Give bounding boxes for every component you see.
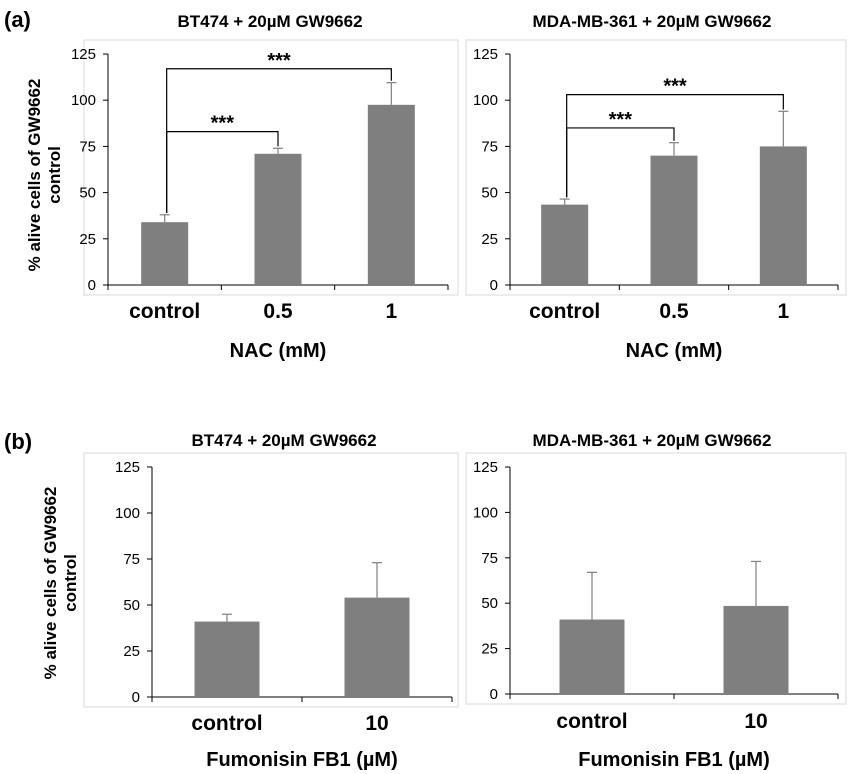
bar [367,104,415,285]
y-tick-label: 125 [71,46,96,63]
y-tick-label: 25 [481,231,498,248]
y-tick-label: 50 [481,595,498,612]
x-category-label: control [529,300,600,323]
bar [344,597,410,697]
y-tick-label: 100 [115,505,140,522]
y-tick-label: 125 [473,46,498,63]
x-category-label: control [556,710,627,733]
y-tick-label: 75 [123,551,140,568]
y-tick-label: 100 [71,92,96,109]
y-axis-label-b: % alive cells of GW9662 control [41,487,80,680]
chart-frame [465,39,847,296]
y-tick-label: 125 [473,459,498,476]
y-axis-label-b-line1: % alive cells of GW9662 [41,487,60,680]
y-tick-label: 25 [481,641,498,658]
y-tick-label: 25 [123,643,140,660]
chart-title: BT474 + 20µM GW9662 [191,431,376,450]
x-category-label: 10 [744,710,767,733]
significance-bracket [166,68,392,213]
x-category-label: control [129,300,200,323]
chart-title: MDA-MB-361 + 20µM GW9662 [533,431,772,450]
bar [541,204,589,285]
x-category-label: 0.5 [263,300,293,323]
chart-title: MDA-MB-361 + 20µM GW9662 [533,12,772,31]
chart-title: BT474 + 20µM GW9662 [177,12,362,31]
significance-label: *** [609,109,633,131]
y-tick-label: 75 [481,550,498,567]
y-tick-label: 0 [88,277,96,294]
x-axis-title: Fumonisin FB1 (µM) [206,749,398,771]
y-tick-label: 75 [481,138,498,155]
x-category-label: 10 [365,712,388,735]
chart-frame [83,39,459,296]
x-axis-title: NAC (mM) [230,340,327,362]
y-tick-label: 100 [473,92,498,109]
panel-label-b: (b) [4,429,32,454]
y-tick-label: 0 [132,689,140,706]
y-tick-label: 50 [481,185,498,202]
chart-frame [465,452,847,705]
panel-label-a: (a) [4,7,31,32]
y-tick-label: 125 [115,459,140,476]
chart-bt474-nac: BT474 + 20µM GW9662 0 25 50 75 100 125 control 0… [71,12,459,362]
y-tick-label: 25 [79,231,96,248]
y-tick-label: 0 [490,686,498,703]
bar [650,155,698,285]
x-category-label: 0.5 [659,300,689,323]
chart-bt474-fumonisin: BT474 + 20µM GW9662 0 25 50 75 100 125 control 1… [83,431,459,771]
bar [141,222,189,285]
y-axis-label-a-line1: % alive cells of GW9662 [25,79,44,272]
chart-mda-mb-361-fumonisin: MDA-MB-361 + 20µM GW9662 0 25 50 75 100 125 con… [465,431,847,771]
significance-bracket [566,94,784,198]
significance-label: *** [663,76,687,98]
y-tick-label: 50 [123,597,140,614]
y-tick-label: 50 [79,185,96,202]
x-category-label: control [191,712,262,735]
bar [194,621,260,697]
bar [254,153,302,285]
x-category-label: 1 [385,300,397,323]
y-tick-label: 0 [490,277,498,294]
y-axis-label-a: % alive cells of GW9662 control [25,79,64,272]
bar [559,619,625,694]
x-axis-title: NAC (mM) [626,340,723,362]
significance-label: *** [267,50,291,72]
x-category-label: 1 [777,300,789,323]
y-axis-label-a-line2: control [45,146,64,204]
x-axis-title: Fumonisin FB1 (µM) [578,749,770,771]
bar [723,605,789,694]
y-tick-label: 100 [473,504,498,521]
chart-frame [83,452,459,708]
bar [759,146,807,285]
chart-mda-mb-361-nac: MDA-MB-361 + 20µM GW9662 0 25 50 75 100 125 con… [465,12,847,362]
y-axis-label-b-line2: control [61,554,80,612]
significance-label: *** [211,113,235,135]
y-tick-label: 75 [79,138,96,155]
